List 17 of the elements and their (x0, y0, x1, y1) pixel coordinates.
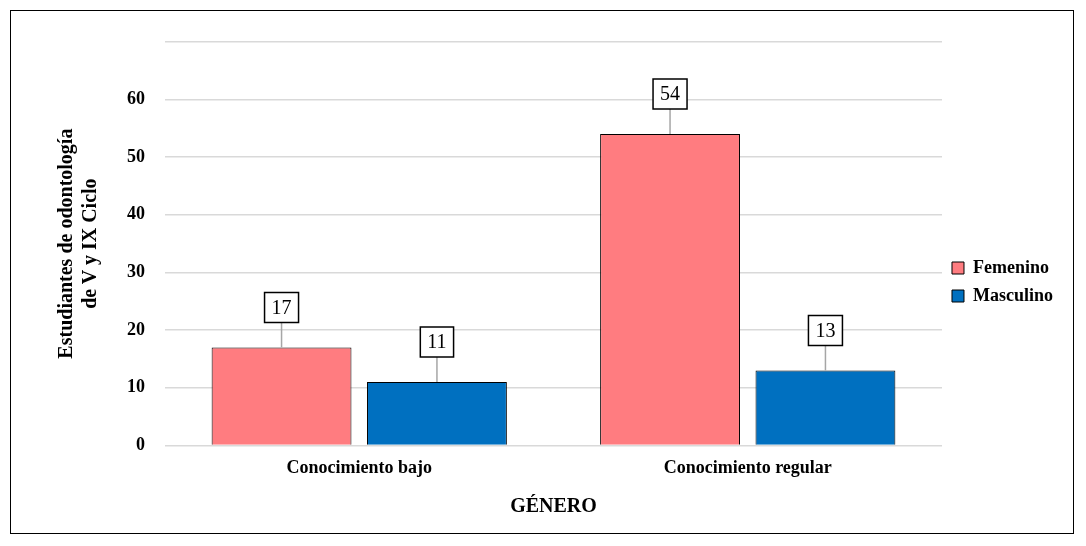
data-label: 54 (660, 82, 681, 105)
y-tick-label: 50 (127, 145, 145, 166)
y-tick-label: 10 (127, 376, 145, 397)
y-tick-label: 30 (127, 261, 145, 282)
legend-label: Femenino (972, 256, 1049, 277)
y-tick-label: 20 (127, 318, 145, 339)
y-tick-label: 60 (127, 88, 145, 109)
x-axis-title: GÉNERO (510, 494, 597, 517)
y-tick-label: 0 (136, 434, 145, 455)
data-label: 13 (815, 318, 836, 341)
x-tick-label: Conocimiento regular (663, 456, 832, 477)
x-tick-label: Conocimiento bajo (286, 456, 432, 477)
y-tick-label: 40 (127, 203, 145, 224)
data-label: 11 (427, 330, 447, 353)
y-axis-title: Estudiantes de odontología de V y IX Ciclo (54, 128, 102, 359)
legend-label: Masculino (972, 284, 1054, 305)
data-label: 17 (271, 295, 292, 318)
